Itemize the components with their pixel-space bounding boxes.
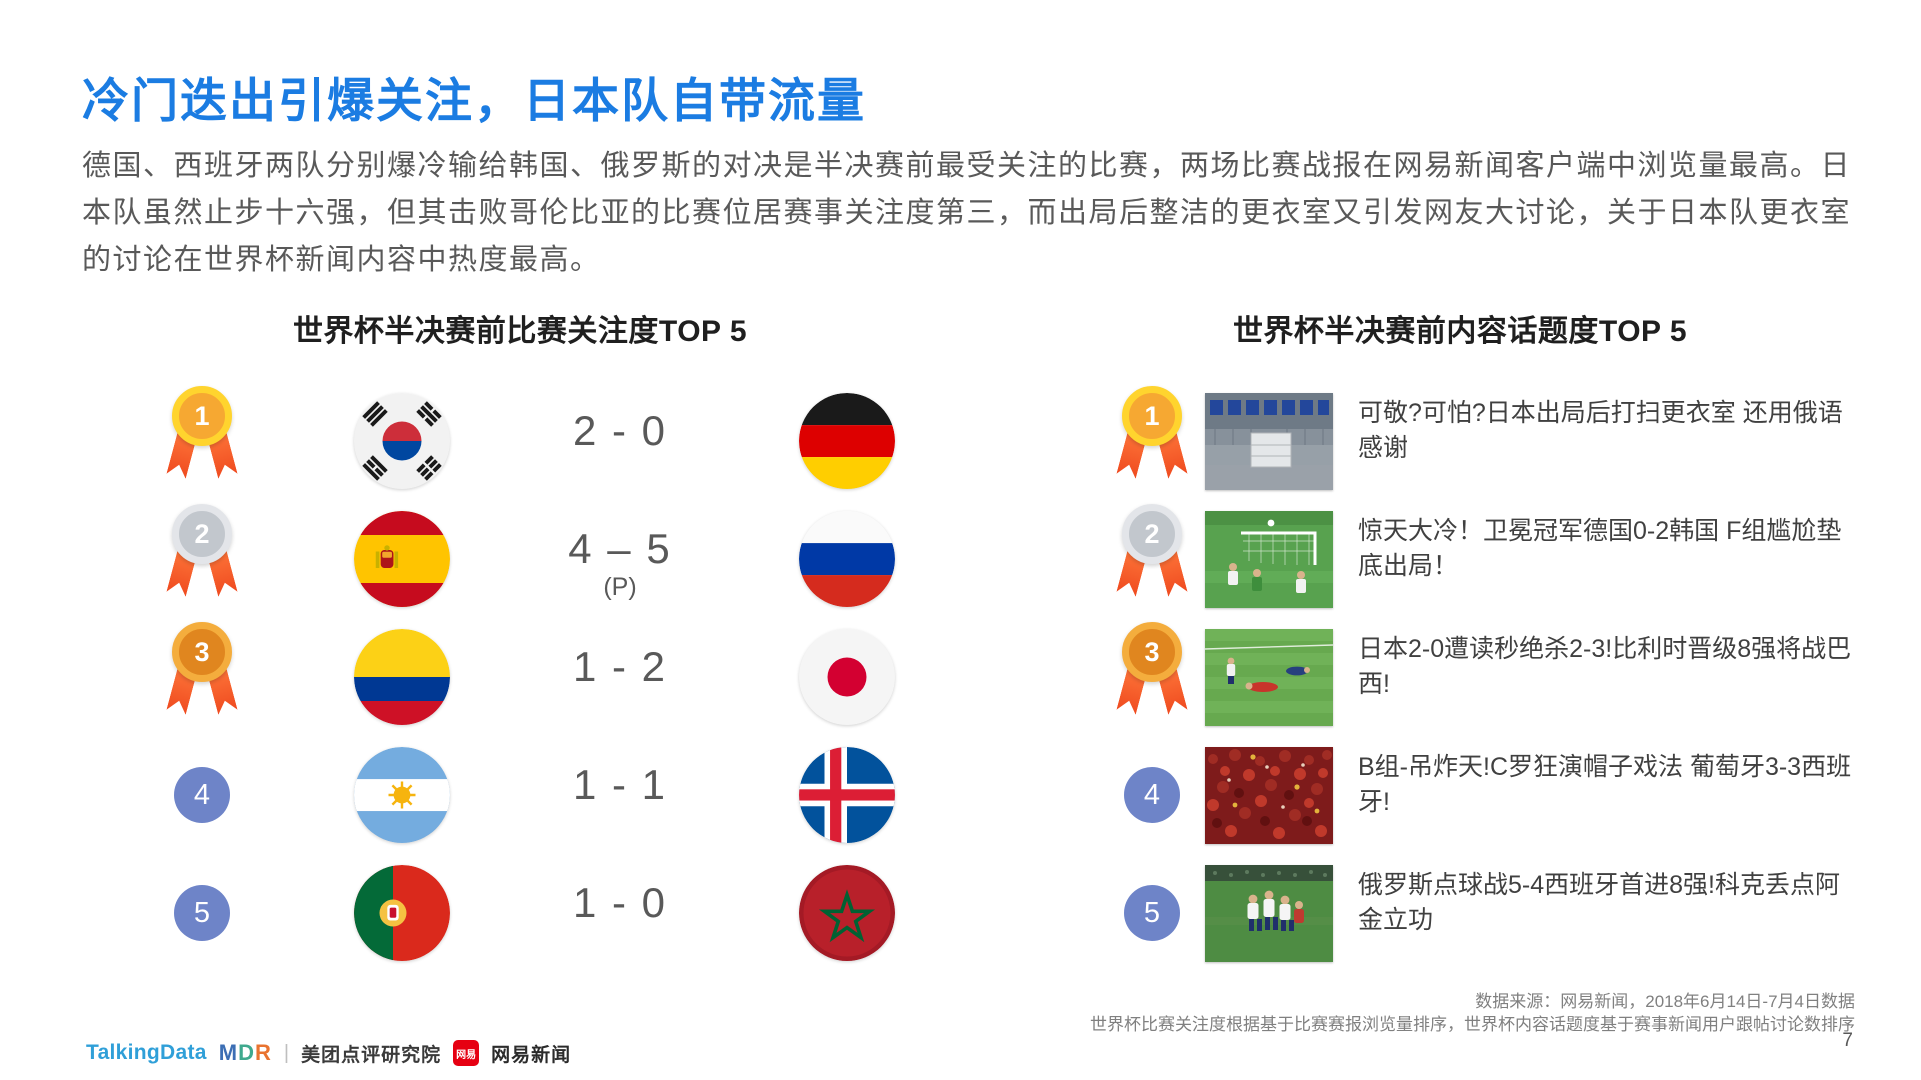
news-headline: 可敬?可怕?日本出局后打扫更衣室 还用俄语感谢 (1358, 399, 1843, 462)
rank-badge: 5 (174, 885, 230, 941)
bronze-medal-icon: 3 (1116, 622, 1188, 722)
rank-number: 2 (1122, 504, 1182, 564)
japan-flag (799, 629, 895, 725)
news-headline: B组-吊炸天!C罗狂演帽子戏法 葡萄牙3-3西班牙! (1358, 753, 1852, 816)
south-korea-flag (354, 393, 450, 489)
match-row: 1 2 - 0 (80, 382, 960, 500)
intro-line: 本队虽然止步十六强，但其击败哥伦比亚的比赛位居赛事关注度第三，而出局后整洁的更衣… (82, 197, 1852, 229)
score-value: 2 - 0 (572, 407, 668, 454)
news-row: 1 可敬?可怕?日本出局后打扫更衣室 还用俄语感谢 (1100, 382, 1870, 500)
news-row: 5 俄罗斯 (1100, 854, 1870, 972)
page-title: 冷门迭出引爆关注，日本队自带流量 (82, 74, 866, 127)
match-row: 4 1 - 1 (80, 736, 960, 854)
mdr-letter-r: R (255, 1040, 272, 1065)
argentina-flag (354, 747, 450, 843)
rank-number: 1 (1122, 386, 1182, 446)
germany-flag (799, 393, 895, 489)
pitch-players-photo (1205, 629, 1333, 726)
russia-flag (799, 511, 895, 607)
score-value: 4 – 5 (568, 525, 672, 572)
match-ranking-list: 1 2 - 0 (80, 382, 960, 982)
match-row: 5 1 - 0 (80, 854, 960, 972)
mdr-letter-d: D (238, 1040, 255, 1065)
goal-scene-photo (1205, 511, 1333, 608)
intro-paragraph: 德国、西班牙两队分别爆冷输给韩国、俄罗斯的对决是半决赛前最受关注的比赛，两场比赛… (82, 143, 1851, 284)
logo-separator: | (283, 1041, 290, 1064)
bronze-medal-icon: 3 (166, 622, 238, 722)
rank-number: 3 (172, 622, 232, 682)
colombia-flag (354, 629, 450, 725)
locker-room-photo (1205, 393, 1333, 490)
rank-badge: 4 (174, 767, 230, 823)
talkingdata-logo: TalkingData (86, 1041, 207, 1064)
rank-number: 3 (1122, 622, 1182, 682)
celebration-photo (1205, 865, 1333, 962)
gold-medal-icon: 1 (1116, 386, 1188, 486)
match-row: 2 4 – 5 (P) (80, 500, 960, 618)
logo-bar: TalkingData MDR | 美团点评研究院 网易 网易新闻 (86, 1038, 571, 1068)
morocco-flag (799, 865, 895, 961)
meituan-dianping-institute-logo: 美团点评研究院 (301, 1044, 442, 1066)
news-ranking-list: 1 可敬?可怕?日本出局后打扫更衣室 还用俄语感谢 (1100, 382, 1870, 982)
score: 2 - 0 (510, 408, 730, 454)
silver-medal-icon: 2 (166, 504, 238, 604)
rank-number: 1 (172, 386, 232, 446)
mdr-logo: MDR (219, 1040, 272, 1066)
score: 1 - 1 (510, 762, 730, 808)
source-line-2: 世界杯比赛关注度根据基于比赛赛报浏览量排序，世界杯内容话题度基于赛事新闻用户跟帖… (1090, 1015, 1855, 1034)
portugal-flag (354, 865, 450, 961)
rank-number: 2 (172, 504, 232, 564)
red-crowd-photo (1205, 747, 1333, 844)
news-row: 3 日本2-0遭读秒绝杀2-3!比利时晋级8强将战巴西! (1100, 618, 1870, 736)
score: 1 - 0 (510, 880, 730, 926)
netease-news-logo: 网易新闻 (491, 1044, 572, 1066)
gold-medal-icon: 1 (166, 386, 238, 486)
source-line-1: 数据来源：网易新闻，2018年6月14日-7月4日数据 (1475, 992, 1855, 1011)
score: 4 – 5 (P) (510, 526, 730, 602)
score: 1 - 2 (510, 644, 730, 690)
page-number: 7 (1842, 1030, 1853, 1051)
score-note: (P) (603, 573, 637, 601)
rank-badge: 4 (1124, 767, 1180, 823)
news-row: 4 B组-吊炸天!C罗狂演帽子戏法 葡萄牙3-3西班牙! (1100, 736, 1870, 854)
match-row: 3 1 - 2 (80, 618, 960, 736)
silver-medal-icon: 2 (1116, 504, 1188, 604)
spain-flag (354, 511, 450, 607)
data-source-note: 数据来源：网易新闻，2018年6月14日-7月4日数据 世界杯比赛关注度根据基于… (1090, 990, 1855, 1036)
news-headline: 日本2-0遭读秒绝杀2-3!比利时晋级8强将战巴西! (1358, 635, 1852, 698)
news-headline: 俄罗斯点球战5-4西班牙首进8强!科克丢点阿金立功 (1358, 871, 1840, 934)
netease-badge-icon: 网易 (453, 1040, 480, 1066)
news-headline: 惊天大冷！卫冕冠军德国0-2韩国 F组尴尬垫底出局！ (1358, 517, 1842, 580)
mdr-letter-m: M (218, 1040, 239, 1065)
score-value: 1 - 2 (572, 643, 668, 690)
score-value: 1 - 1 (572, 761, 668, 808)
rank-badge: 5 (1124, 885, 1180, 941)
intro-line: 的讨论在世界杯新闻内容中热度最高。 (82, 244, 601, 276)
right-section-title: 世界杯半决赛前内容话题度TOP 5 (1232, 315, 1688, 348)
left-section-title: 世界杯半决赛前比赛关注度TOP 5 (292, 315, 748, 348)
intro-line: 德国、西班牙两队分别爆冷输给韩国、俄罗斯的对决是半决赛前最受关注的比赛，两场比赛… (82, 150, 1852, 182)
iceland-flag (799, 747, 895, 843)
score-value: 1 - 0 (572, 879, 668, 926)
news-row: 2 惊天大冷！卫冕冠军德国0-2韩国 F组尴尬垫底出局！ (1100, 500, 1870, 618)
